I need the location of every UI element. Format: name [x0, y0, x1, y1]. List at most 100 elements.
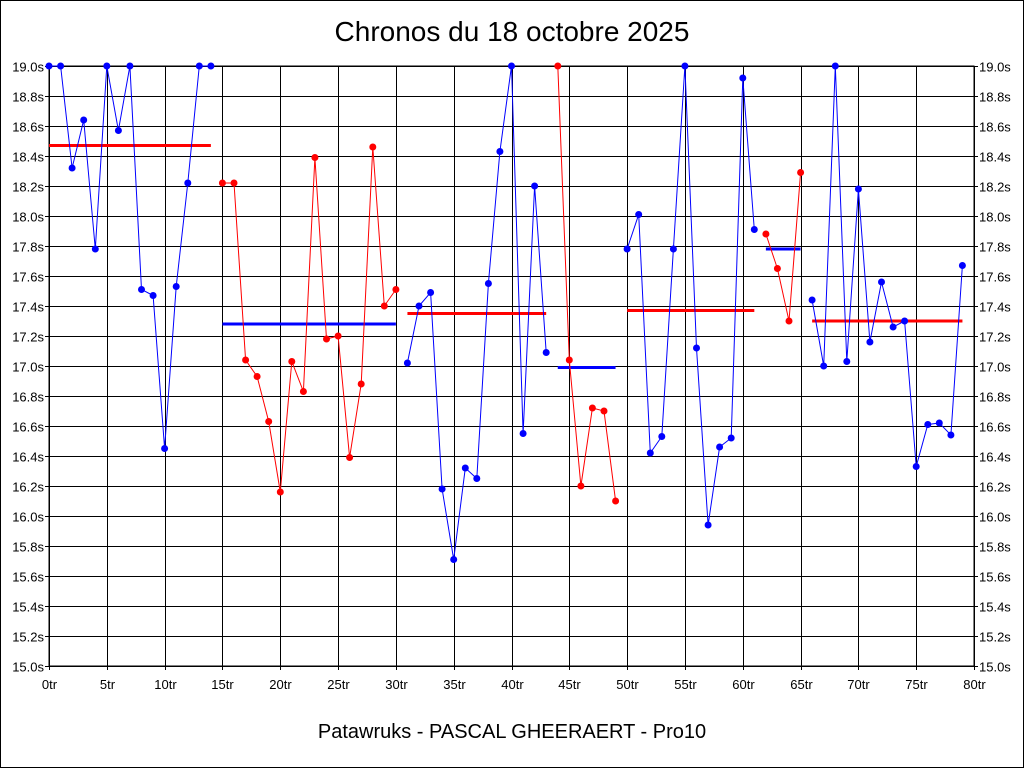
x-tick-label: 55tr [674, 677, 697, 692]
y-tick-label-left: 18.2s [12, 180, 44, 195]
x-tick-label: 80tr [963, 677, 986, 692]
data-point [450, 556, 458, 563]
y-tick-label-right: 17.0s [979, 360, 1011, 375]
data-point [172, 283, 180, 290]
y-tick-label-right: 15.8s [979, 540, 1011, 555]
data-point [831, 62, 839, 70]
data-point [646, 449, 654, 457]
data-point [369, 143, 377, 151]
data-point [739, 74, 747, 82]
x-tick-label: 10tr [154, 677, 177, 692]
data-point [866, 338, 874, 346]
data-point [785, 317, 793, 325]
data-point [797, 169, 805, 176]
data-point [612, 497, 620, 505]
data-point [531, 182, 539, 190]
x-tick-label: 75tr [905, 677, 928, 692]
data-point [473, 475, 481, 482]
y-tick-label-left: 15.0s [12, 660, 44, 675]
data-point [577, 482, 585, 490]
y-tick-label-left: 15.8s [12, 540, 44, 555]
y-tick-label-right: 16.4s [979, 450, 1011, 465]
data-point [958, 262, 966, 269]
data-point [392, 286, 400, 293]
y-tick-label-left: 18.0s [12, 210, 44, 225]
data-point [924, 421, 932, 428]
y-tick-label-right: 16.6s [979, 420, 1011, 435]
data-point [762, 230, 770, 238]
y-tick-label-left: 18.8s [12, 90, 44, 105]
y-tick-label-left: 17.6s [12, 270, 44, 285]
data-point [276, 488, 284, 496]
data-point [288, 358, 296, 365]
data-point [947, 431, 955, 439]
y-tick-label-right: 17.6s [979, 270, 1011, 285]
series-line [222, 146, 397, 493]
data-point [727, 434, 735, 442]
data-point [704, 521, 712, 529]
y-tick-label-right: 15.4s [979, 600, 1011, 615]
x-tick-label: 20tr [269, 677, 292, 692]
data-point [403, 359, 411, 367]
data-point [878, 278, 885, 286]
y-tick-label-right: 18.4s [979, 150, 1011, 165]
x-tick-label: 50tr [616, 677, 639, 692]
data-point [91, 245, 99, 253]
y-tick-label-right: 18.8s [979, 90, 1011, 105]
data-point [103, 62, 111, 70]
data-point [716, 443, 724, 451]
data-point [415, 302, 423, 310]
x-tick-label: 40tr [501, 677, 524, 692]
x-tick-label: 70tr [847, 677, 870, 692]
data-point [658, 433, 666, 440]
y-tick-label-left: 18.4s [12, 150, 44, 165]
data-point [311, 154, 319, 161]
data-point [600, 407, 608, 415]
tick-labels: 0tr 5tr 10tr 15tr 20tr 25tr 30tr 35tr 40tr 45tr 50… [12, 60, 1011, 693]
chart-title: Chronos du 18 octobre 2025 [334, 16, 690, 47]
x-tick-label: 65tr [790, 677, 813, 692]
data-point [114, 127, 122, 134]
data-point [184, 179, 192, 187]
series-line [49, 65, 211, 449]
data-point [380, 302, 388, 310]
y-tick-label-left: 15.4s [12, 600, 44, 615]
y-tick-label-left: 17.2s [12, 330, 44, 345]
data-point [843, 358, 851, 365]
y-tick-label-left: 18.6s [12, 120, 44, 135]
data-point [253, 373, 261, 380]
x-tick-label: 45tr [558, 677, 581, 692]
y-tick-label-left: 16.2s [12, 480, 44, 495]
data-point [912, 463, 920, 470]
data-point [126, 62, 134, 70]
data-point [230, 179, 238, 187]
data-point [496, 148, 504, 155]
y-tick-label-right: 18.2s [979, 180, 1011, 195]
y-tick-label-right: 17.4s [979, 300, 1011, 315]
y-tick-label-left: 16.6s [12, 420, 44, 435]
data-point [750, 226, 758, 233]
data-point [334, 332, 342, 340]
x-tick-label: 60tr [732, 677, 755, 692]
y-tick-label-right: 17.2s [979, 330, 1011, 345]
y-tick-label-right: 16.8s [979, 390, 1011, 405]
y-tick-label-left: 17.4s [12, 300, 44, 315]
y-tick-label-right: 15.0s [979, 660, 1011, 675]
data-point [565, 356, 573, 364]
y-tick-label-right: 16.2s [979, 480, 1011, 495]
x-tick-label: 15tr [211, 677, 234, 692]
data-point [773, 265, 781, 272]
data-point [161, 445, 169, 452]
data-point [820, 362, 828, 370]
y-tick-label-left: 17.8s [12, 240, 44, 255]
x-tick-label: 25tr [327, 677, 350, 692]
data-point [438, 485, 446, 493]
data-point [149, 292, 157, 299]
data-point [693, 344, 700, 352]
y-tick-label-left: 16.0s [12, 510, 44, 525]
y-tick-label-right: 15.6s [979, 570, 1011, 585]
data-point [207, 62, 215, 70]
data-point [519, 430, 527, 437]
y-tick-label-left: 16.4s [12, 450, 44, 465]
